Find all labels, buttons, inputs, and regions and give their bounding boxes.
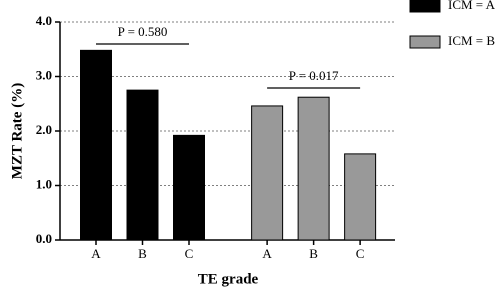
bar	[80, 49, 112, 241]
legend-swatch	[409, 35, 441, 49]
legend-swatch	[409, 0, 441, 13]
y-axis-title: MZT Rate (%)	[9, 83, 25, 179]
x-tick-label: A	[262, 246, 272, 261]
x-tick-label: C	[356, 246, 365, 261]
legend-label: ICM = B	[448, 33, 495, 48]
bar	[251, 105, 284, 241]
bar	[297, 96, 330, 241]
x-tick-label: C	[185, 246, 194, 261]
y-tick-label: 4.0	[36, 13, 52, 28]
y-tick-label: 1.0	[36, 176, 52, 191]
x-tick-label: A	[91, 246, 101, 261]
x-tick-label: B	[309, 246, 318, 261]
y-tick-label: 3.0	[36, 67, 52, 82]
significance-label: P = 0.017	[289, 68, 339, 83]
y-tick-label: 0.0	[36, 231, 52, 246]
bar	[126, 89, 159, 241]
bar	[173, 134, 205, 241]
legend-label: ICM = A	[448, 0, 496, 12]
x-tick-label: B	[138, 246, 147, 261]
bar	[344, 153, 377, 241]
x-axis-title: TE grade	[198, 271, 259, 287]
y-tick-label: 2.0	[36, 122, 52, 137]
significance-label: P = 0.580	[118, 24, 168, 39]
